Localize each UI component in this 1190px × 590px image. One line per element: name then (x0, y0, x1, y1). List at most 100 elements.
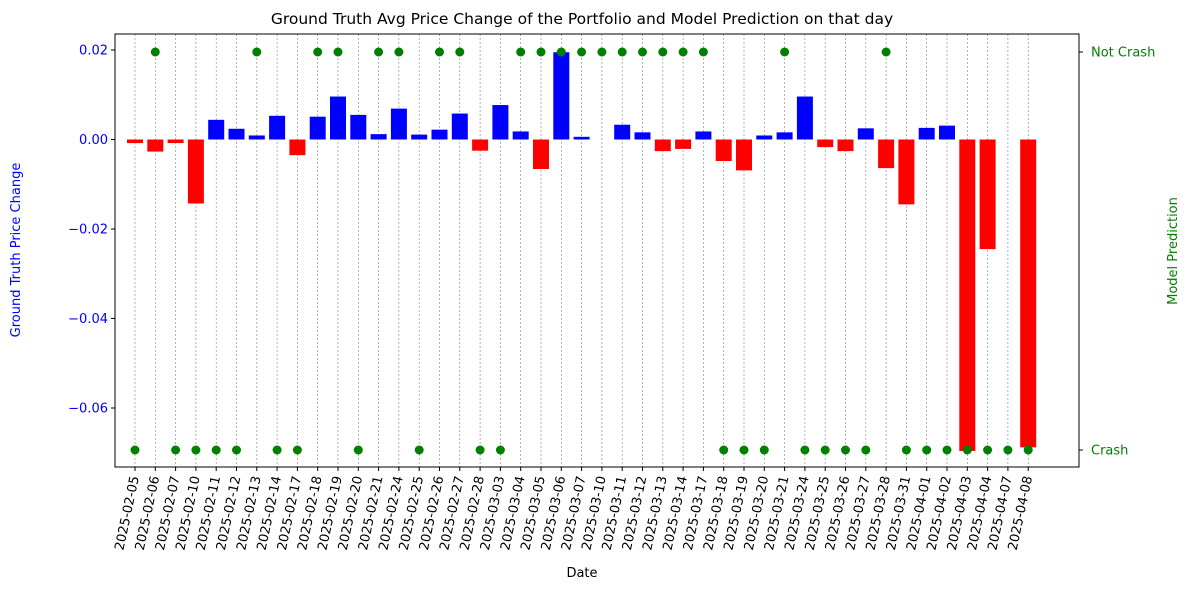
left-y-axis: 0.02 0.00 −0.02 −0.04 −0.06 (68, 44, 115, 417)
prediction-point (1023, 445, 1033, 455)
bar (979, 139, 996, 250)
bar (472, 139, 489, 151)
bar (208, 119, 225, 140)
bar (431, 129, 448, 140)
prediction-point (394, 47, 404, 57)
bar (350, 114, 367, 140)
bar (228, 128, 245, 140)
prediction-point (495, 445, 505, 455)
bar (1020, 139, 1037, 448)
prediction-point (130, 445, 140, 455)
bar (390, 108, 407, 140)
y2-tick-label: Not Crash (1091, 46, 1155, 61)
prediction-point (232, 445, 241, 455)
bar (127, 139, 143, 144)
prediction-point (962, 445, 972, 455)
prediction-point (841, 445, 850, 455)
bar (695, 131, 712, 140)
bar (269, 115, 286, 140)
bar (654, 139, 671, 152)
prediction-point (638, 47, 647, 57)
bar (167, 139, 184, 144)
prediction-point (922, 445, 932, 455)
bar (715, 139, 732, 161)
y-tick-label: −0.06 (68, 402, 108, 417)
bar (939, 125, 955, 140)
prediction-point (800, 445, 810, 455)
y-tick-label: −0.04 (68, 312, 108, 327)
grid-lines (134, 34, 1029, 467)
bar (776, 132, 793, 140)
bar (817, 139, 834, 148)
y-tick-label: 0.02 (79, 44, 108, 59)
bar (573, 136, 590, 140)
prediction-point (150, 47, 160, 57)
prediction-point (739, 445, 749, 455)
y-tick-label: 0.00 (79, 133, 108, 148)
prediction-point (698, 47, 708, 57)
prediction-point (353, 445, 363, 455)
bar (634, 132, 651, 140)
bar (289, 139, 306, 156)
bar (837, 139, 854, 152)
bar (918, 127, 935, 140)
bars-group (127, 52, 1037, 451)
bar (959, 139, 976, 451)
prediction-point (414, 445, 424, 455)
prediction-point (780, 47, 790, 57)
bar (857, 128, 874, 140)
prediction-point (211, 445, 221, 455)
prediction-point (556, 47, 566, 57)
prediction-point (292, 445, 302, 455)
bar (370, 134, 387, 140)
prediction-point (577, 47, 587, 57)
y2-axis-label: Model Prediction (1166, 197, 1181, 305)
x-axis-label: Date (566, 566, 597, 581)
bar (147, 139, 164, 152)
prediction-point (881, 47, 891, 57)
bar (512, 131, 529, 140)
y-tick-label: −0.02 (68, 223, 108, 238)
bar (309, 116, 326, 140)
prediction-point (861, 445, 871, 455)
bar (411, 134, 428, 140)
prediction-point (374, 47, 384, 57)
prediction-point (536, 47, 546, 57)
prediction-point (171, 445, 181, 455)
prediction-point (942, 445, 952, 455)
prediction-point (313, 47, 323, 57)
y-axis-label: Ground Truth Price Change (9, 163, 24, 338)
bar (533, 139, 549, 170)
bar (553, 52, 570, 140)
prediction-point (1003, 445, 1013, 455)
prediction-point (658, 47, 668, 57)
prediction-point (516, 47, 526, 57)
prediction-point (252, 47, 262, 57)
y2-tick-label: Crash (1091, 444, 1128, 459)
x-axis: 2025-02-052025-02-062025-02-072025-02-10… (113, 467, 1036, 552)
prediction-point (435, 47, 444, 57)
prediction-point (475, 445, 485, 455)
prediction-point (617, 47, 627, 57)
bar (451, 113, 468, 140)
bar (248, 135, 265, 140)
prediction-point (191, 445, 201, 455)
bar (736, 139, 752, 171)
bar (330, 96, 346, 140)
prediction-point (983, 445, 993, 455)
bar (187, 139, 204, 204)
prediction-point (719, 445, 729, 455)
prediction-point (455, 47, 465, 57)
bar (796, 96, 813, 140)
bar (614, 124, 631, 140)
prediction-point (820, 445, 830, 455)
chart-title: Ground Truth Avg Price Change of the Por… (271, 10, 893, 28)
bar (898, 139, 915, 205)
bar (492, 105, 509, 140)
prediction-point (678, 47, 688, 57)
prediction-points-group (130, 47, 1033, 455)
prediction-point (759, 445, 769, 455)
plot-frame (114, 33, 1080, 468)
prediction-point (272, 445, 282, 455)
